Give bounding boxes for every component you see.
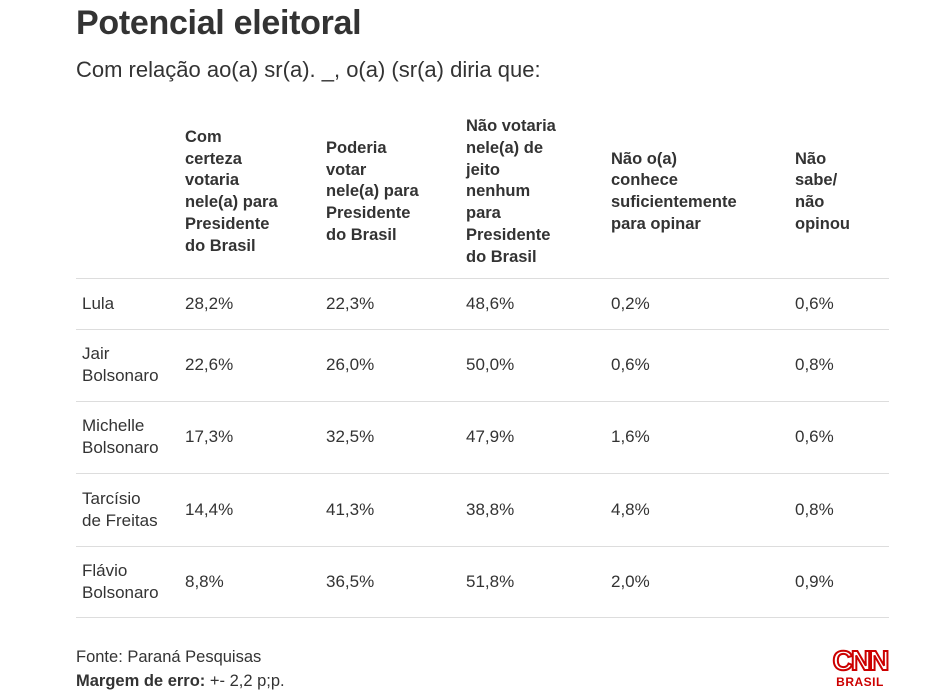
header-row: Com certeza votaria nele(a) para Preside… — [76, 112, 889, 278]
table-cell: 8,8% — [185, 571, 224, 591]
table-row: Tarcísio de Freitas 14,4% 41,3% 38,8% 4,… — [76, 473, 889, 546]
margin-of-error: Margem de erro: +- 2,2 p;p. — [76, 672, 285, 691]
table-cell: 47,9% — [466, 427, 515, 447]
table-cell: 14,4% — [185, 499, 234, 519]
table-row: Michelle Bolsonaro 17,3% 32,5% 47,9% 1,6… — [76, 401, 889, 473]
candidate-name: Lula — [82, 293, 115, 313]
source-note: Fonte: Paraná Pesquisas — [76, 648, 262, 666]
candidate-name: Flávio Bolsonaro — [82, 560, 159, 602]
table-cell: 41,3% — [326, 499, 375, 519]
table-cell: 17,3% — [185, 427, 234, 447]
column-header-no-opinion: Não sabe/ não opinou — [795, 149, 850, 234]
margin-of-error-label: Margem de erro: — [76, 672, 206, 690]
table-cell: 38,8% — [466, 499, 515, 519]
logo-text-top: CNN — [832, 645, 891, 677]
column-header-certainly-vote: Com certeza votaria nele(a) para Preside… — [185, 127, 278, 255]
table-cell: 28,2% — [185, 293, 234, 313]
table-cell: 0,8% — [795, 355, 834, 375]
table-row: Jair Bolsonaro 22,6% 26,0% 50,0% 0,6% 0,… — [76, 329, 889, 401]
table-cell: 48,6% — [466, 293, 515, 313]
column-header-candidate — [76, 112, 179, 278]
table-cell: 50,0% — [466, 355, 515, 375]
candidate-name: Jair Bolsonaro — [82, 344, 159, 386]
column-header-would-not-vote: Não votaria nele(a) de jeito nenhum para… — [466, 117, 556, 266]
column-header-could-vote: Poderia votar nele(a) para Presidente do… — [326, 138, 419, 244]
table-cell: 0,6% — [795, 427, 834, 447]
candidate-name: Michelle Bolsonaro — [82, 416, 159, 458]
table-cell: 1,6% — [611, 427, 650, 447]
candidate-name: Tarcísio de Freitas — [82, 488, 158, 530]
table-cell: 2,0% — [611, 571, 650, 591]
table-cell: 0,6% — [611, 355, 650, 375]
table-cell: 0,2% — [611, 293, 650, 313]
table-cell: 0,8% — [795, 499, 834, 519]
table-row: Flávio Bolsonaro 8,8% 36,5% 51,8% 2,0% 0… — [76, 546, 889, 618]
margin-of-error-value: +- 2,2 p;p. — [205, 672, 285, 690]
table-cell: 0,9% — [795, 571, 834, 591]
logo-text-bottom: BRASIL — [836, 675, 884, 689]
table-cell: 51,8% — [466, 571, 515, 591]
column-header-does-not-know-enough: Não o(a) conhece suficientemente para op… — [611, 149, 737, 234]
table-cell: 22,3% — [326, 293, 375, 313]
cnn-brasil-logo: CNN BRASIL — [828, 645, 892, 692]
poll-table: Com certeza votaria nele(a) para Preside… — [76, 112, 889, 618]
table-cell: 32,5% — [326, 427, 375, 447]
chart-title: Potencial eleitoral — [76, 4, 362, 42]
table-cell: 22,6% — [185, 355, 234, 375]
table-cell: 4,8% — [611, 499, 650, 519]
table-cell: 0,6% — [795, 293, 834, 313]
table-cell: 26,0% — [326, 355, 375, 375]
table-cell: 36,5% — [326, 571, 375, 591]
chart-subtitle: Com relação ao(a) sr(a). _, o(a) (sr(a) … — [76, 57, 541, 82]
table-row: Lula 28,2% 22,3% 48,6% 0,2% 0,6% — [76, 278, 889, 329]
